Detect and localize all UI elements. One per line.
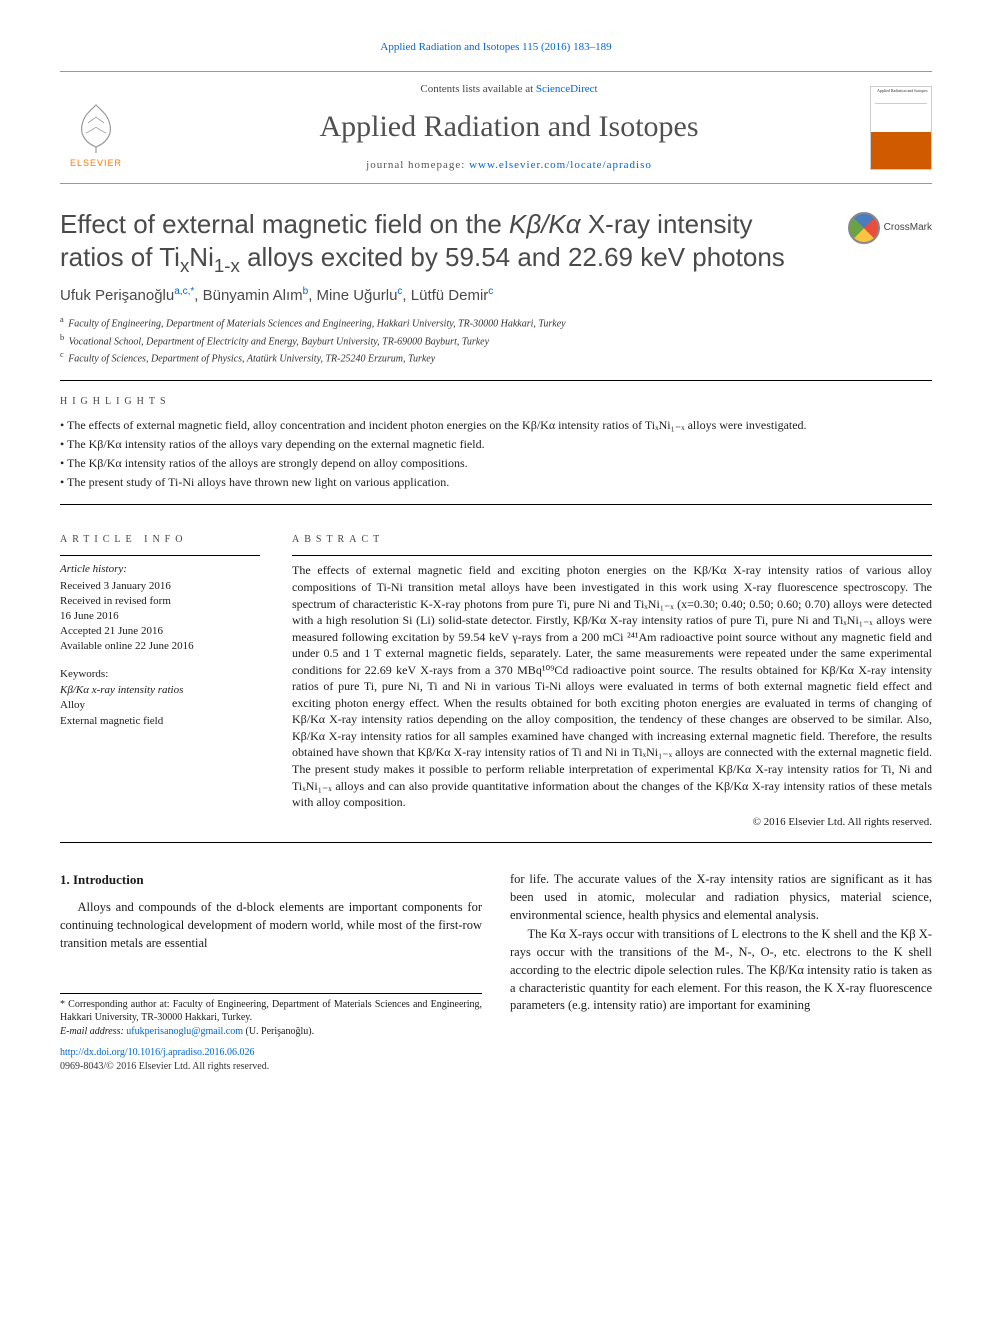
affiliations: a Faculty of Engineering, Department of … (60, 314, 932, 366)
author-3: Mine Uğurlu (317, 287, 398, 304)
journal-banner: ELSEVIER Contents lists available at Sci… (60, 71, 932, 184)
title-text-1: Effect of external magnetic field on the (60, 209, 509, 239)
received-date: Received 3 January 2016 (60, 579, 260, 594)
highlight-item: The Kβ/Kα intensity ratios of the alloys… (60, 455, 932, 472)
crossmark-icon (841, 206, 886, 251)
keywords-label: Keywords: (60, 667, 260, 682)
highlights-list: The effects of external magnetic field, … (60, 417, 932, 490)
author-2: Bünyamin Alım (203, 287, 303, 304)
abstract-label: ABSTRACT (292, 533, 932, 547)
title-text-3: Ni (189, 242, 214, 272)
keyword-3: External magnetic field (60, 714, 260, 729)
email-link[interactable]: ufukperisanoglu@gmail.com (126, 1026, 243, 1037)
article-history: Article history: Received 3 January 2016… (60, 555, 260, 653)
email-suffix: (U. Perişanoğlu). (243, 1026, 314, 1037)
divider (60, 380, 932, 381)
article-info-label: ARTICLE INFO (60, 533, 260, 547)
homepage-prefix: journal homepage: (366, 159, 469, 171)
abstract-column: ABSTRACT The effects of external magneti… (292, 519, 932, 830)
intro-paragraph-3: The Kα X-rays occur with transitions of … (510, 926, 932, 1015)
author-4-aff: c (488, 286, 493, 297)
title-text-4: alloys excited by 59.54 and 22.69 keV ph… (240, 242, 785, 272)
author-2-aff: b (303, 286, 309, 297)
intro-paragraph-2: for life. The accurate values of the X-r… (510, 871, 932, 924)
journal-title: Applied Radiation and Isotopes (148, 106, 870, 148)
affiliation-c: Faculty of Sciences, Department of Physi… (68, 353, 435, 364)
accepted-date: Accepted 21 June 2016 (60, 624, 260, 639)
divider (60, 504, 932, 505)
issn-copyright: 0969-8043/© 2016 Elsevier Ltd. All right… (60, 1060, 932, 1074)
article-info-column: ARTICLE INFO Article history: Received 3… (60, 519, 260, 830)
intro-heading: 1. Introduction (60, 871, 482, 889)
doi-link[interactable]: http://dx.doi.org/10.1016/j.apradiso.201… (60, 1046, 932, 1060)
journal-cover-thumbnail: Applied Radiation and Isotopes (870, 86, 932, 170)
affiliation-a: Faculty of Engineering, Department of Ma… (68, 319, 565, 330)
title-sub-x: x (180, 255, 189, 276)
homepage-link[interactable]: www.elsevier.com/locate/apradiso (469, 159, 652, 171)
author-list: Ufuk Perişanoğlua,c,*, Bünyamin Alımb, M… (60, 285, 932, 306)
journal-homepage: journal homepage: www.elsevier.com/locat… (148, 158, 870, 173)
elsevier-tree-icon (72, 99, 120, 155)
title-ratio: Kβ/Kα (509, 209, 581, 239)
affiliation-b: Vocational School, Department of Electri… (69, 336, 489, 347)
author-1-aff: a,c,* (174, 286, 194, 297)
corresponding-footnote: * Corresponding author at: Faculty of En… (60, 993, 482, 1039)
highlights-label: HIGHLIGHTS (60, 395, 932, 409)
highlight-item: The present study of Ti-Ni alloys have t… (60, 474, 932, 491)
author-3-aff: c (397, 286, 402, 297)
abstract-copyright: © 2016 Elsevier Ltd. All rights reserved… (292, 815, 932, 830)
revised-line-1: Received in revised form (60, 594, 260, 609)
divider (60, 842, 932, 843)
sciencedirect-link[interactable]: ScienceDirect (536, 83, 598, 95)
corresponding-author: * Corresponding author at: Faculty of En… (60, 998, 482, 1025)
intro-paragraph-1: Alloys and compounds of the d-block elem… (60, 899, 482, 952)
highlights-section: HIGHLIGHTS The effects of external magne… (60, 395, 932, 490)
running-header: Applied Radiation and Isotopes 115 (2016… (60, 40, 932, 55)
title-sub-1mx: 1-x (214, 255, 240, 276)
keywords-block: Keywords: Kβ/Kα x-ray intensity ratios A… (60, 667, 260, 729)
abstract-text: The effects of external magnetic field a… (292, 555, 932, 810)
email-label: E-mail address: (60, 1026, 126, 1037)
crossmark-badge[interactable]: CrossMark (848, 212, 932, 244)
online-date: Available online 22 June 2016 (60, 639, 260, 654)
highlight-item: The effects of external magnetic field, … (60, 417, 932, 434)
contents-prefix: Contents lists available at (420, 83, 535, 95)
body-text: 1. Introduction Alloys and compounds of … (60, 871, 932, 1038)
revised-line-2: 16 June 2016 (60, 609, 260, 624)
contents-available: Contents lists available at ScienceDirec… (148, 82, 870, 97)
publisher-logo: ELSEVIER (60, 86, 132, 170)
history-label: Article history: (60, 562, 260, 577)
keyword-1: Kβ/Kα x-ray intensity ratios (60, 683, 260, 698)
author-1: Ufuk Perişanoğlu (60, 287, 174, 304)
publisher-name: ELSEVIER (70, 157, 122, 170)
crossmark-label: CrossMark (884, 221, 932, 235)
author-4: Lütfü Demir (411, 287, 489, 304)
keyword-2: Alloy (60, 698, 260, 713)
cover-label: Applied Radiation and Isotopes (877, 89, 928, 93)
article-title: Effect of external magnetic field on the… (60, 208, 932, 277)
highlight-item: The Kβ/Kα intensity ratios of the alloys… (60, 436, 932, 453)
